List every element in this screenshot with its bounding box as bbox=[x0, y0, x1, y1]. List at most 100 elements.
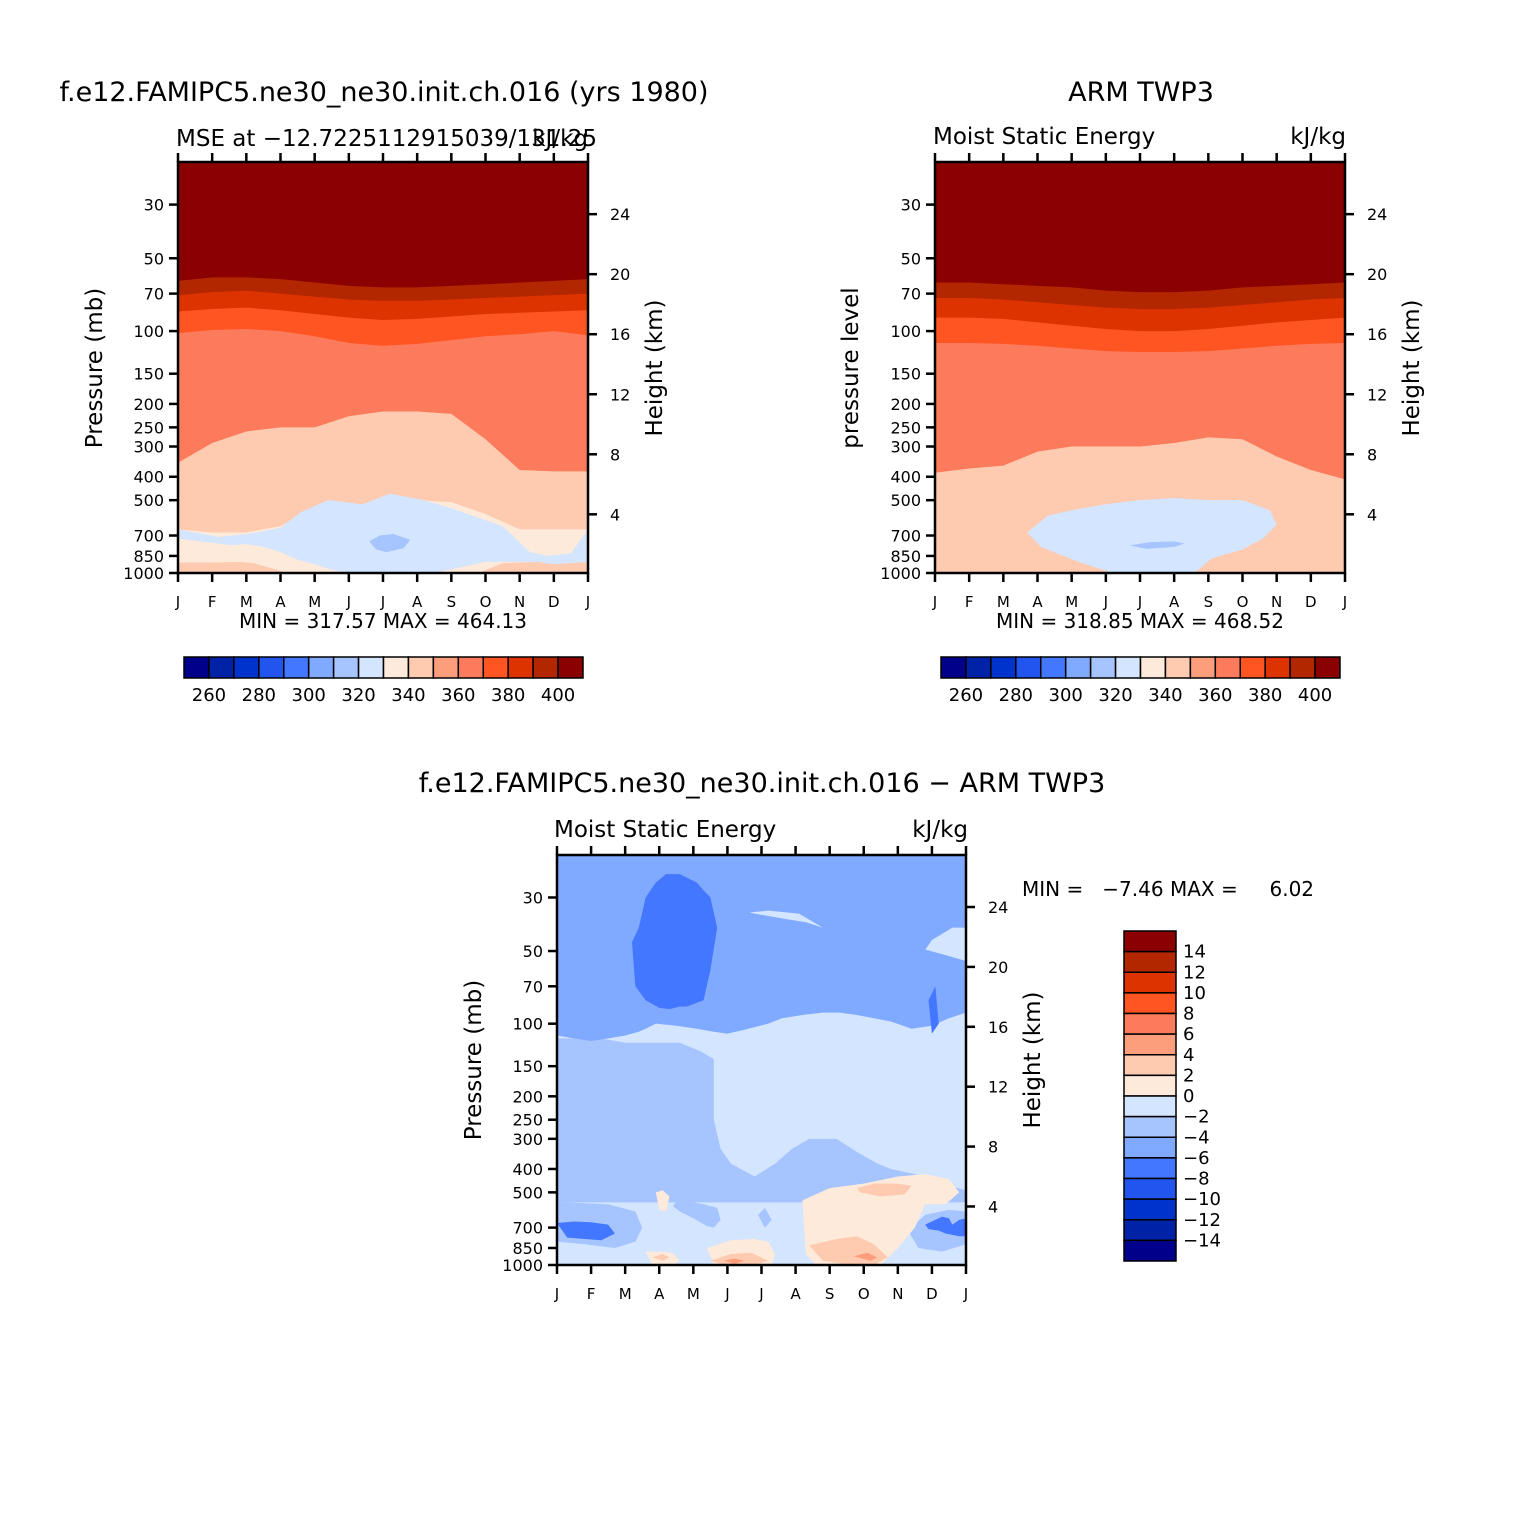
x-tick-label: M bbox=[308, 593, 321, 611]
x-tick-label: N bbox=[514, 593, 525, 611]
y-tick-label: 850 bbox=[890, 547, 921, 566]
legend-swatch bbox=[1123, 1012, 1177, 1035]
y-tick-label: 250 bbox=[890, 418, 921, 437]
panel-title: f.e12.FAMIPC5.ne30_ne30.init.ch.016 (yrs… bbox=[59, 77, 708, 108]
contour-region bbox=[1211, 557, 1345, 573]
legend-label: 300 bbox=[1049, 685, 1083, 706]
legend-swatch bbox=[457, 656, 484, 679]
legend-label: 340 bbox=[1148, 685, 1182, 706]
legend-swatch bbox=[1239, 656, 1266, 679]
x-tick-label: J bbox=[963, 1285, 968, 1303]
x-tick-label: O bbox=[858, 1285, 870, 1303]
legend-label: 260 bbox=[192, 685, 226, 706]
y-tick-label: 300 bbox=[890, 438, 921, 457]
panel-units: kJ/kg bbox=[532, 126, 588, 152]
legend-label: 360 bbox=[1198, 685, 1232, 706]
legend-swatch bbox=[1123, 1054, 1177, 1077]
legend-swatch bbox=[1164, 656, 1192, 679]
y-tick-label: 400 bbox=[133, 468, 164, 487]
min-max-stats: MIN = 318.85 MAX = 468.52 bbox=[996, 609, 1284, 633]
legend-swatch bbox=[1123, 1074, 1177, 1097]
legend-label: 2 bbox=[1183, 1065, 1194, 1086]
x-tick-label: A bbox=[1169, 593, 1180, 611]
x-tick-label: J bbox=[1103, 593, 1108, 611]
height-tick-label: 24 bbox=[988, 898, 1008, 917]
x-tick-label: M bbox=[619, 1285, 632, 1303]
height-tick-label: 24 bbox=[610, 205, 630, 224]
x-tick-label: N bbox=[892, 1285, 903, 1303]
legend-swatch bbox=[1123, 1177, 1177, 1200]
legend-swatch bbox=[1123, 992, 1177, 1015]
legend-label: 8 bbox=[1183, 1004, 1194, 1025]
legend-swatch bbox=[1123, 1136, 1177, 1159]
x-tick-label: F bbox=[208, 593, 217, 611]
y-tick-label: 200 bbox=[133, 395, 164, 414]
legend-label: 4 bbox=[1183, 1045, 1194, 1066]
legend-swatch bbox=[1123, 1198, 1177, 1221]
legend-swatch bbox=[1015, 656, 1042, 679]
x-tick-label: J bbox=[1342, 593, 1347, 611]
height-tick-label: 20 bbox=[1367, 265, 1387, 284]
x-tick-label: S bbox=[1204, 593, 1214, 611]
legend-swatch bbox=[965, 656, 992, 679]
y-tick-label: 150 bbox=[512, 1057, 543, 1076]
x-tick-label: S bbox=[447, 593, 457, 611]
legend-label: −14 bbox=[1183, 1230, 1221, 1251]
legend-swatch bbox=[507, 656, 534, 679]
panel-title: ARM TWP3 bbox=[1068, 77, 1214, 108]
legend-label: −4 bbox=[1183, 1127, 1210, 1148]
legend-swatch bbox=[1123, 971, 1177, 994]
contour-region bbox=[631, 874, 718, 1010]
y-tick-label: 150 bbox=[133, 365, 164, 384]
legend-label: 14 bbox=[1183, 942, 1206, 963]
legend-label: 360 bbox=[441, 685, 475, 706]
x-tick-label: M bbox=[687, 1285, 700, 1303]
y-tick-label: 70 bbox=[523, 977, 543, 996]
panel-units: kJ/kg bbox=[1290, 124, 1346, 150]
legend-swatch bbox=[183, 656, 210, 679]
legend-label: 280 bbox=[242, 685, 276, 706]
x-tick-label: M bbox=[240, 593, 253, 611]
x-tick-label: J bbox=[346, 593, 351, 611]
y-tick-label: 100 bbox=[133, 322, 164, 341]
height-tick-label: 16 bbox=[610, 325, 630, 344]
x-tick-label: D bbox=[548, 593, 560, 611]
legend-label: 400 bbox=[1298, 685, 1332, 706]
contour-region bbox=[710, 1252, 769, 1265]
legend-swatch bbox=[432, 656, 460, 679]
contour-region bbox=[652, 1253, 670, 1261]
legend-swatch bbox=[1139, 656, 1167, 679]
x-tick-label: F bbox=[587, 1285, 596, 1303]
contour-region bbox=[853, 1252, 878, 1261]
color-legend: 260 280 300 320 340 360 380 400 bbox=[183, 656, 584, 706]
legend-swatch bbox=[307, 656, 335, 679]
y-tick-label: 300 bbox=[133, 438, 164, 457]
x-tick-label: A bbox=[275, 593, 286, 611]
legend-label: 380 bbox=[1248, 685, 1282, 706]
legend-label: 0 bbox=[1183, 1086, 1194, 1107]
legend-swatch bbox=[1123, 1219, 1177, 1242]
legend-swatch bbox=[1123, 1095, 1177, 1118]
x-tick-label: A bbox=[1032, 593, 1043, 611]
y-tick-label: 30 bbox=[523, 888, 543, 907]
y-tick-label: 500 bbox=[133, 491, 164, 510]
x-tick-label: J bbox=[1137, 593, 1142, 611]
y-tick-label: 1000 bbox=[502, 1256, 543, 1275]
legend-label: 280 bbox=[999, 685, 1033, 706]
y-tick-label: 100 bbox=[512, 1015, 543, 1034]
y-tick-label: 400 bbox=[890, 468, 921, 487]
height-tick-label: 8 bbox=[988, 1138, 998, 1157]
model-panel: f.e12.FAMIPC5.ne30_ne30.init.ch.016 (yrs… bbox=[59, 77, 708, 706]
legend-swatch bbox=[283, 656, 310, 679]
height-tick-label: 20 bbox=[988, 958, 1008, 977]
contour-region bbox=[856, 1183, 912, 1197]
y-tick-label: 700 bbox=[512, 1219, 543, 1238]
legend-label: −6 bbox=[1183, 1148, 1210, 1169]
legend-swatch bbox=[1123, 1239, 1177, 1262]
legend-swatch bbox=[990, 656, 1017, 679]
y-tick-label: 250 bbox=[133, 418, 164, 437]
